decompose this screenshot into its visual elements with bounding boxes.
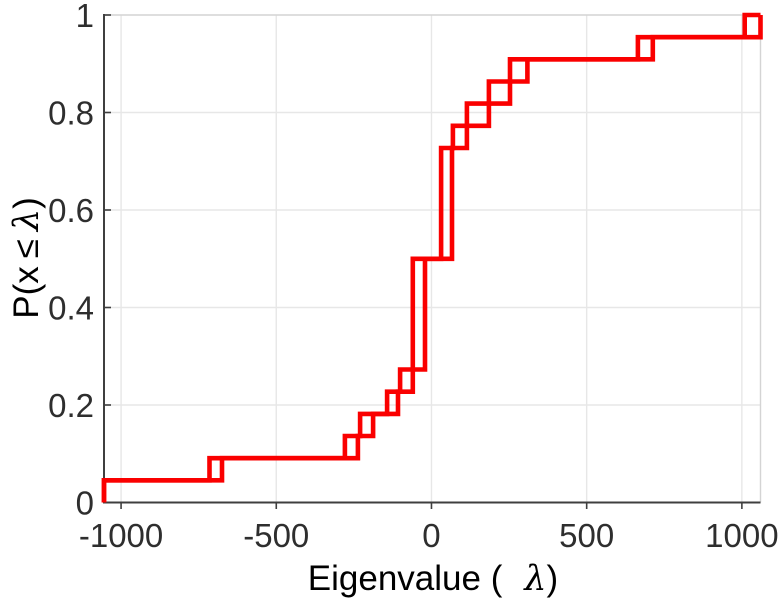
lambda-symbol: λ [7, 209, 47, 233]
x-tick-label: 500 [559, 517, 614, 554]
y-tick-label: 0.4 [48, 290, 94, 327]
x-tick-label: 1000 [705, 517, 778, 554]
x-axis-label: Eigenvalue ( λ) [308, 559, 558, 599]
x-tick-label: -1000 [79, 517, 163, 554]
x-tick-label: 0 [422, 517, 440, 554]
ecdf-step-cdf-b [101, 15, 763, 503]
y-axis-label-text: P(x [7, 266, 46, 319]
x-tick-label: -500 [243, 517, 309, 554]
x-axis-label-close: ) [547, 559, 559, 598]
y-tick-label: 0.2 [48, 387, 94, 424]
leq-symbol: ≤ [7, 239, 46, 258]
y-tick-label: 0.6 [48, 192, 94, 229]
y-tick-label: 0.8 [48, 95, 94, 132]
y-axis-label-close: ) [7, 197, 46, 209]
x-axis-label-text: Eigenvalue ( [308, 559, 503, 598]
lambda-symbol: λ [522, 559, 546, 599]
y-tick-label: 1 [76, 0, 94, 34]
y-tick-label: 0 [76, 485, 94, 522]
y-axis-label: P(x ≤ λ) [7, 197, 47, 319]
